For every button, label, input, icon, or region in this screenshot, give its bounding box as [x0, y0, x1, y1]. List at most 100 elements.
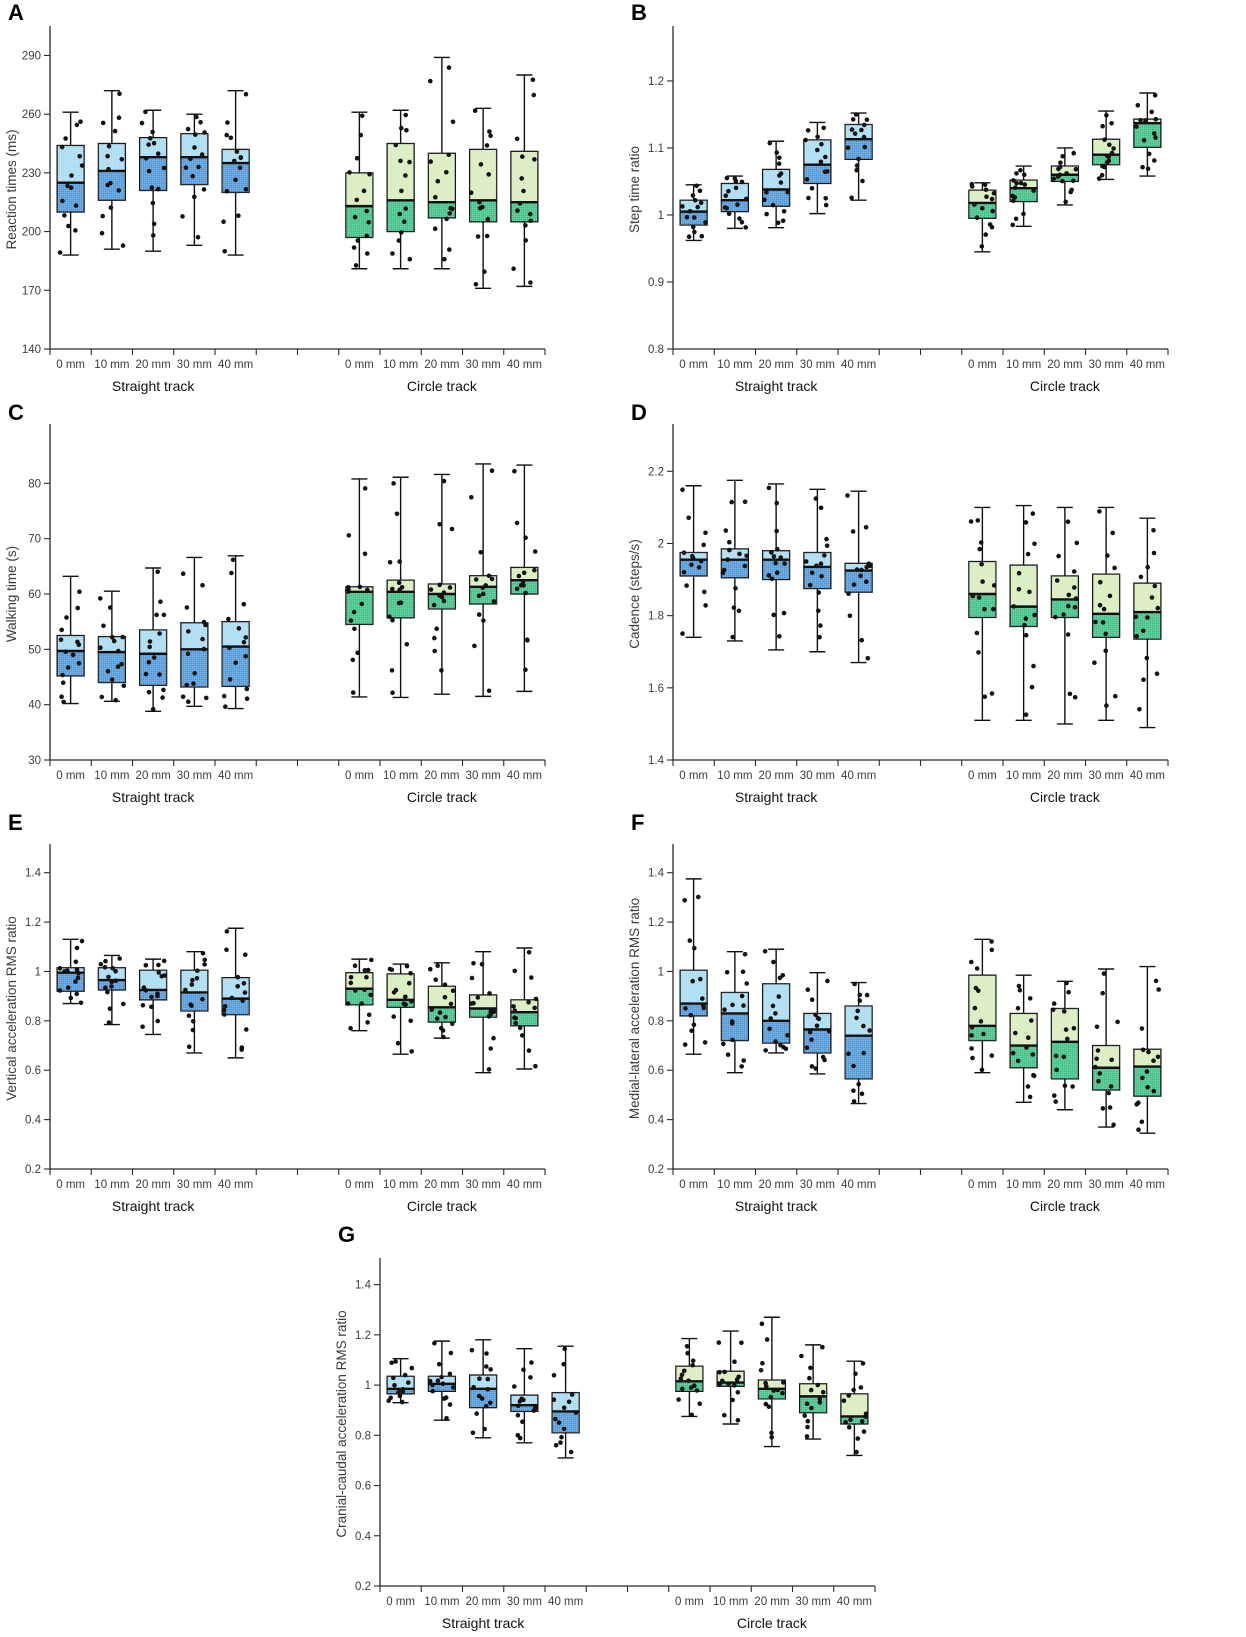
condition-label: 0 mm	[968, 770, 997, 782]
scatter-points	[98, 956, 126, 1025]
scatter-points	[98, 596, 127, 703]
data-point	[1111, 1122, 1116, 1128]
data-point	[849, 127, 855, 132]
y-tick-label: 200	[22, 227, 41, 239]
data-point	[519, 1033, 525, 1038]
data-point	[780, 218, 786, 224]
boxplot-F-straight-10mm	[720, 951, 750, 1074]
data-point	[774, 528, 779, 534]
data-point	[699, 233, 705, 239]
data-point	[1134, 124, 1139, 129]
y-tick-label: 1.8	[648, 611, 664, 623]
data-point	[1027, 1094, 1033, 1100]
y-tick-label: 80	[28, 478, 41, 490]
boxplot-E-circle-20mm	[427, 962, 457, 1040]
data-point	[1071, 150, 1076, 156]
data-point	[106, 166, 111, 172]
condition-label: 0 mm	[679, 359, 708, 371]
data-point	[243, 952, 248, 957]
track-label: Straight track	[735, 789, 818, 805]
y-tick-label: 70	[28, 534, 41, 546]
data-point	[1143, 118, 1149, 123]
data-point	[470, 1430, 476, 1436]
data-point	[561, 1361, 566, 1367]
data-point	[701, 542, 706, 548]
data-point	[1109, 150, 1115, 156]
boxplot-D-circle-40mm	[1133, 517, 1162, 729]
data-point	[1107, 593, 1113, 599]
scatter-points	[511, 950, 539, 1069]
data-point	[804, 177, 810, 182]
data-point	[989, 1053, 995, 1058]
data-point	[391, 481, 396, 486]
panel-B-chart: 0.8 0.9 1 1.1 1.2 Step time ratio Straight tra…	[627, 26, 1169, 394]
data-point	[695, 204, 700, 210]
data-point	[813, 1066, 819, 1071]
y-tick-label: 0.4	[355, 1531, 372, 1543]
data-point	[487, 991, 492, 996]
y-tick-label: 0.2	[25, 1164, 41, 1176]
boxplot-G-circle-10mm	[716, 1330, 745, 1425]
data-point	[744, 981, 749, 986]
boxplot-G-straight-30mm	[510, 1347, 539, 1444]
scatter-points	[721, 951, 749, 1069]
data-point	[353, 263, 359, 268]
data-point	[150, 129, 155, 135]
data-point	[1095, 1048, 1101, 1053]
data-point	[684, 583, 689, 588]
data-point	[1065, 519, 1071, 524]
boxplot-A-straight-0mm	[56, 111, 85, 256]
data-point	[851, 582, 857, 587]
data-point	[846, 1051, 851, 1056]
data-point	[151, 233, 156, 238]
data-point	[184, 605, 190, 610]
y-tick-label: 1.2	[648, 917, 664, 929]
data-point	[479, 962, 485, 967]
data-point	[722, 205, 728, 210]
data-point	[763, 1401, 769, 1407]
boxplot-A-circle-0mm	[345, 111, 374, 270]
data-point	[76, 970, 81, 976]
data-point	[739, 179, 745, 185]
data-point	[184, 682, 189, 688]
boxplot-D-straight-10mm	[720, 479, 750, 642]
data-point	[403, 994, 408, 1000]
boxplot-A-straight-30mm	[180, 113, 209, 246]
panel-D: D 1.4 1.6 1.8 2 2.2 Cadence (steps/s) Straight…	[623, 400, 1246, 810]
panel-C-chart: 30 40 50 60 70 80 Walking time (s) Straight tra…	[4, 424, 546, 805]
data-point	[186, 629, 191, 634]
data-point	[116, 115, 122, 120]
data-point	[551, 1397, 557, 1402]
data-point	[807, 582, 813, 588]
data-point	[447, 585, 453, 590]
box-texture	[1051, 1008, 1079, 1079]
data-point	[1109, 1057, 1114, 1063]
data-point	[815, 1382, 821, 1388]
data-point	[489, 576, 495, 582]
panel-F-chart: 0.2 0.4 0.6 0.8 1 1.2 1.4 Medial-lateral accele…	[627, 844, 1169, 1214]
scatter-points	[1050, 980, 1077, 1104]
condition-label: 40 mm	[841, 359, 876, 371]
data-point	[471, 1384, 476, 1390]
data-point	[77, 154, 82, 159]
data-point	[113, 697, 118, 703]
figure-row-1: A 140 170 200 230 260 290 Reaction times (ms) S…	[0, 0, 1246, 400]
data-point	[774, 500, 779, 506]
data-point	[62, 213, 67, 218]
data-point	[228, 135, 234, 141]
data-point	[233, 660, 238, 665]
data-point	[475, 234, 481, 239]
box-texture	[1010, 565, 1038, 627]
data-point	[431, 602, 437, 608]
condition-label: 30 mm	[466, 770, 501, 782]
data-point	[730, 1002, 735, 1008]
data-point	[1025, 551, 1031, 557]
data-point	[143, 671, 149, 677]
data-point	[397, 559, 403, 564]
condition-label: 0 mm	[675, 1596, 704, 1608]
data-point	[859, 1091, 865, 1097]
data-point	[532, 567, 537, 573]
data-point	[806, 195, 811, 201]
data-point	[199, 152, 205, 157]
data-point	[1139, 1119, 1145, 1125]
